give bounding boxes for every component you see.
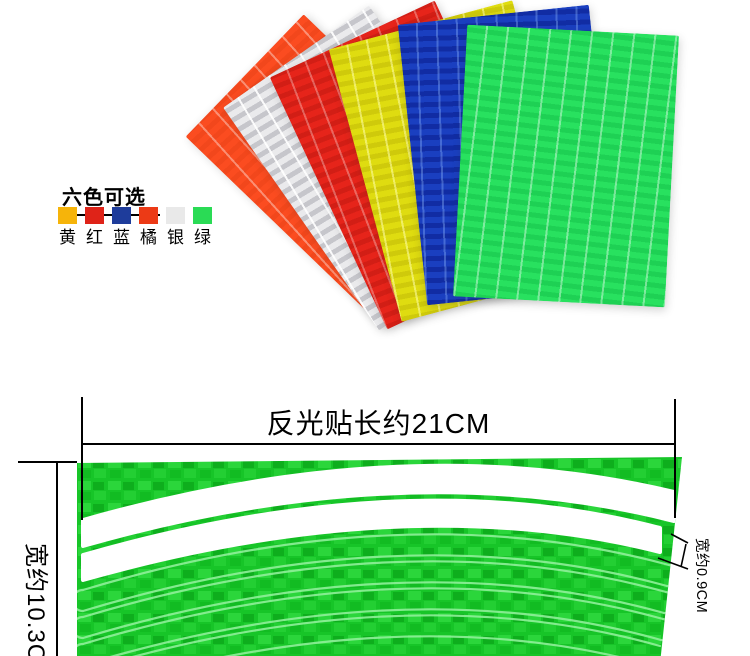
length-dimension-line	[82, 443, 675, 445]
swatch-label-orange: 橘	[140, 228, 157, 247]
strip-width-dimension-label: 宽约0.9CM	[693, 538, 709, 614]
color-swatch-yellow	[58, 207, 77, 224]
dimension-diagram: 反光贴长约21CM 宽约10.3CM 宽约0.9CM	[0, 380, 750, 656]
color-swatch-blue	[112, 207, 131, 224]
sheet-texture-and-strips	[77, 457, 682, 656]
length-tick-right	[674, 399, 676, 518]
swatch-label-blue: 蓝	[113, 228, 130, 247]
width-tick-top	[18, 461, 77, 463]
swatch-label-green: 绿	[194, 228, 211, 247]
color-swatch-green	[193, 207, 212, 224]
length-dimension-label: 反光贴长约21CM	[266, 408, 491, 439]
white-strip-1	[81, 463, 676, 548]
green-reflective-sheet	[77, 457, 682, 656]
sheet-green	[453, 24, 679, 308]
width-dimension-label: 宽约10.3CM	[22, 543, 49, 656]
swatch-label-row: 黄 红 蓝 橘 银 绿	[58, 228, 212, 248]
legend-title: 六色可选	[62, 181, 160, 216]
color-swatch-red	[85, 207, 104, 224]
color-swatch-orange	[139, 207, 158, 224]
swatch-label-yellow: 黄	[59, 228, 76, 247]
swatch-label-red: 红	[86, 228, 103, 247]
white-strip-2	[81, 498, 662, 582]
die-cut-strip-outlines	[77, 533, 680, 656]
strip-width-bracket	[657, 533, 689, 570]
peeled-white-strips	[81, 463, 676, 582]
swatch-row	[58, 207, 212, 224]
color-swatch-silver	[166, 207, 185, 224]
width-dimension-line	[56, 461, 58, 656]
length-tick-left	[81, 397, 83, 520]
swatch-label-silver: 银	[167, 228, 184, 247]
product-fan	[185, 0, 679, 331]
